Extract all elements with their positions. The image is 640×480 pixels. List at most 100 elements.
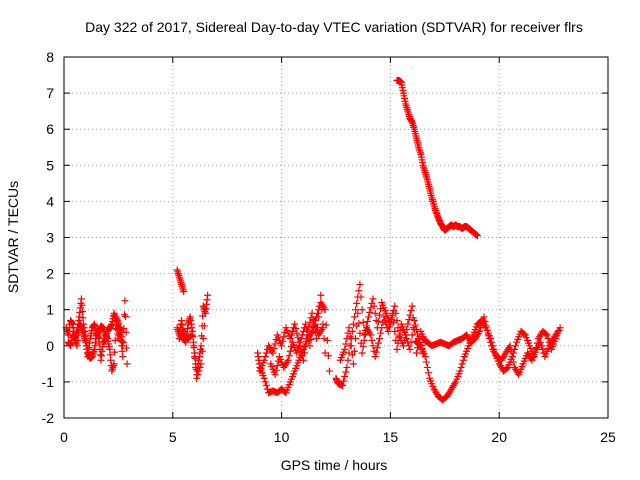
y-axis-label: SDTVAR / TECUs — [5, 181, 21, 293]
data-point — [416, 341, 424, 349]
data-point — [199, 335, 207, 343]
data-point — [352, 306, 360, 314]
data-point — [123, 344, 131, 352]
data-point — [201, 309, 209, 317]
data-point — [371, 353, 379, 361]
data-point — [198, 347, 206, 355]
x-tick-label: 0 — [60, 429, 68, 445]
x-tick-label: 20 — [491, 429, 507, 445]
data-point — [354, 309, 362, 317]
data-point — [345, 324, 353, 332]
data-point — [295, 342, 303, 350]
data-point — [303, 326, 311, 334]
data-point — [315, 313, 323, 321]
data-point — [377, 305, 385, 313]
data-point — [403, 335, 411, 343]
data-point — [293, 349, 301, 357]
data-point — [459, 356, 467, 364]
data-point — [458, 360, 466, 368]
y-tick-label: 6 — [46, 121, 54, 137]
y-tick-label: 0 — [46, 338, 54, 354]
data-point — [537, 338, 545, 346]
data-point — [457, 363, 465, 371]
data-point — [299, 356, 307, 364]
y-tick-label: 8 — [46, 49, 54, 65]
data-point — [481, 317, 489, 325]
data-point — [389, 309, 397, 317]
data-point — [273, 362, 281, 370]
data-point — [347, 342, 355, 350]
data-point — [344, 356, 352, 364]
data-point — [286, 335, 294, 343]
data-point — [381, 317, 389, 325]
data-point — [422, 358, 430, 366]
data-point — [355, 287, 363, 295]
data-point — [424, 369, 432, 377]
data-point — [480, 313, 488, 321]
data-point — [394, 339, 402, 347]
data-point — [187, 332, 195, 340]
data-point — [369, 295, 377, 303]
data-point — [320, 335, 328, 343]
data-point — [270, 345, 278, 353]
data-point — [405, 342, 413, 350]
data-point — [484, 331, 492, 339]
data-point — [410, 317, 418, 325]
data-point — [299, 327, 307, 335]
data-point — [120, 311, 128, 319]
y-tick-label: -1 — [42, 374, 55, 390]
data-point — [195, 367, 203, 375]
data-point — [291, 320, 299, 328]
data-point — [391, 302, 399, 310]
data-point — [488, 342, 496, 350]
data-point — [286, 347, 294, 355]
data-point — [296, 338, 304, 346]
data-point — [280, 333, 288, 341]
data-point — [341, 372, 349, 380]
data-point — [369, 342, 377, 350]
data-point — [520, 330, 528, 338]
data-point — [353, 299, 361, 307]
data-point — [294, 345, 302, 353]
data-point — [554, 327, 562, 335]
data-point — [360, 336, 368, 344]
data-point — [321, 349, 329, 357]
data-point — [358, 306, 366, 314]
data-point — [260, 374, 268, 382]
data-point — [456, 367, 464, 375]
data-point — [308, 309, 316, 317]
data-point — [408, 331, 416, 339]
y-tick-label: 1 — [46, 302, 54, 318]
data-point — [204, 291, 212, 299]
axis-ticks: 0 5 10 15 20 25 -2 -1 0 1 2 3 4 5 6 7 8 — [42, 49, 616, 445]
data-point — [287, 331, 295, 339]
data-point — [262, 382, 270, 390]
data-point — [357, 293, 365, 301]
data-points — [62, 76, 564, 404]
data-point — [197, 342, 205, 350]
data-point — [367, 331, 375, 339]
data-point — [346, 333, 354, 341]
data-point — [373, 344, 381, 352]
data-point — [393, 345, 401, 353]
data-point — [285, 352, 293, 360]
data-point — [542, 330, 550, 338]
data-point — [260, 356, 268, 364]
data-point — [411, 321, 419, 329]
y-tick-label: -2 — [42, 410, 55, 426]
data-point — [196, 363, 204, 371]
data-point — [350, 347, 358, 355]
data-point — [292, 325, 300, 333]
data-point — [406, 345, 414, 353]
data-point — [279, 337, 287, 345]
data-point — [507, 347, 515, 355]
data-point — [352, 335, 360, 343]
data-point — [376, 311, 384, 319]
data-point — [110, 360, 118, 368]
x-tick-label: 10 — [274, 429, 290, 445]
y-tick-label: 3 — [46, 230, 54, 246]
data-point — [391, 327, 399, 335]
data-point — [345, 349, 353, 357]
data-point — [367, 304, 375, 312]
data-point — [261, 353, 269, 361]
